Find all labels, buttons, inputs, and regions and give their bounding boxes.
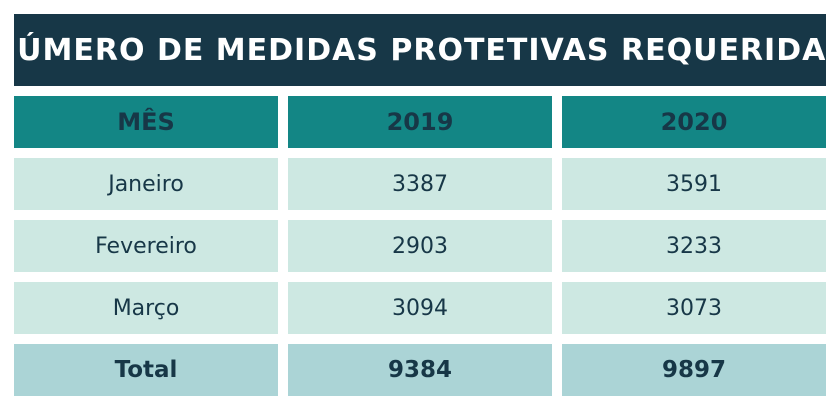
table-title: NÚMERO DE MEDIDAS PROTETIVAS REQUERIDAS [0,32,840,68]
total-value-cell: 9897 [562,344,826,396]
month-cell: Janeiro [14,158,278,210]
month-cell: Março [14,282,278,334]
column-header: MÊS [14,96,278,148]
column-header: 2020 [562,96,826,148]
total-value-cell: 9384 [288,344,552,396]
value-cell: 3094 [288,282,552,334]
value-cell: 3387 [288,158,552,210]
month-cell: Fevereiro [14,220,278,272]
table-title-bar: NÚMERO DE MEDIDAS PROTETIVAS REQUERIDAS [0,14,840,86]
value-cell: 3073 [562,282,826,334]
value-cell: 3591 [562,158,826,210]
value-cell: 2903 [288,220,552,272]
total-label-cell: Total [14,344,278,396]
column-header: 2019 [288,96,552,148]
value-cell: 3233 [562,220,826,272]
